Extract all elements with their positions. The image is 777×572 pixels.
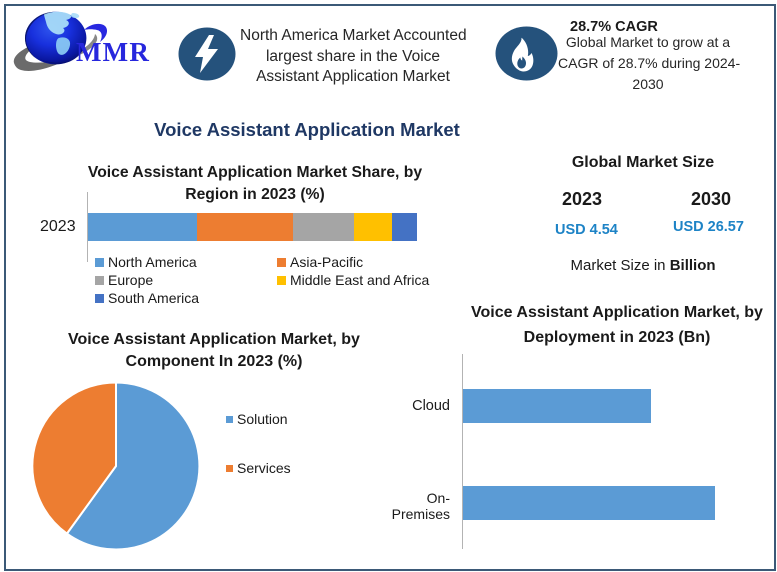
svg-text:MMR: MMR — [76, 37, 150, 67]
